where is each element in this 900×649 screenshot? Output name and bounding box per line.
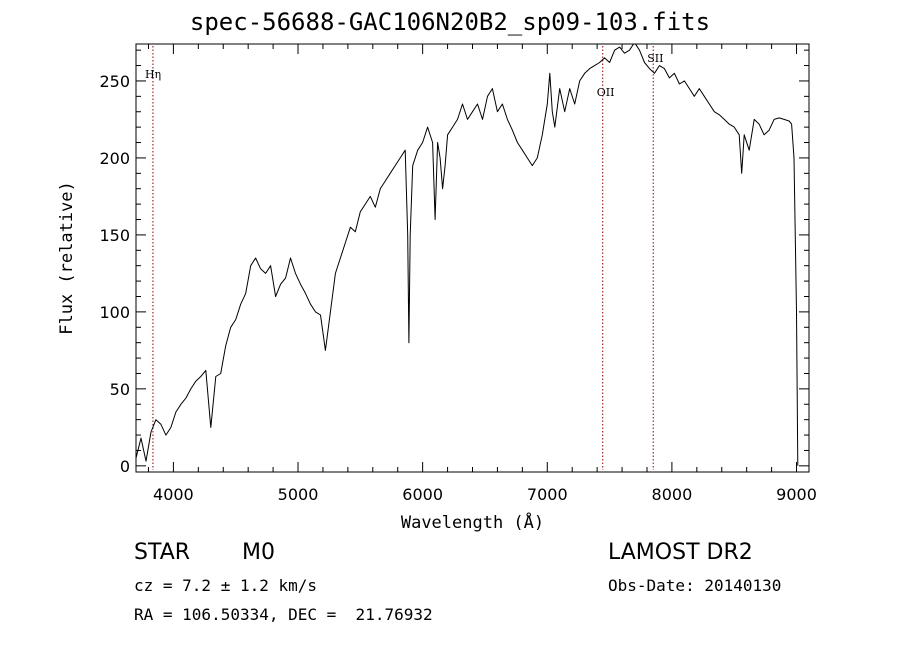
survey-label: LAMOST DR2 <box>608 540 753 565</box>
x-tick-label: 6000 <box>402 485 443 504</box>
x-axis-label: Wavelength (Å) <box>401 511 544 533</box>
line-marker-label: SII <box>647 52 663 65</box>
y-tick-label: 150 <box>99 226 130 245</box>
coordinates-label: RA = 106.50334, DEC = 21.76932 <box>134 605 433 624</box>
y-tick-label: 200 <box>99 149 130 168</box>
x-tick-label: 4000 <box>153 485 194 504</box>
spectrum-plot: 4000 5000 6000 7000 8000 9000 0 50 100 150 200 250 W… <box>57 43 817 533</box>
line-marker-label: OII <box>597 86 615 99</box>
x-tick-label: 8000 <box>652 485 693 504</box>
object-class: STAR <box>134 540 191 565</box>
y-tick-label: 100 <box>99 303 130 322</box>
y-tick-label: 0 <box>120 457 130 476</box>
y-tick-label: 50 <box>110 380 130 399</box>
plot-frame <box>135 43 810 473</box>
line-marker-label: Hη <box>145 68 161 81</box>
spectrum-line <box>136 44 799 466</box>
redshift-label: cz = 7.2 ± 1.2 km/s <box>134 576 318 595</box>
x-tick-label: 7000 <box>527 485 568 504</box>
object-subclass: M0 <box>242 540 275 565</box>
chart-title: spec-56688-GAC106N20B2_sp09-103.fits <box>189 8 711 36</box>
obs-date-label: Obs-Date: 20140130 <box>608 576 782 595</box>
x-tick-label: 5000 <box>278 485 319 504</box>
y-tick-label: 250 <box>99 72 130 91</box>
x-tick-label: 9000 <box>776 485 817 504</box>
y-axis-label: Flux (relative) <box>57 181 77 335</box>
